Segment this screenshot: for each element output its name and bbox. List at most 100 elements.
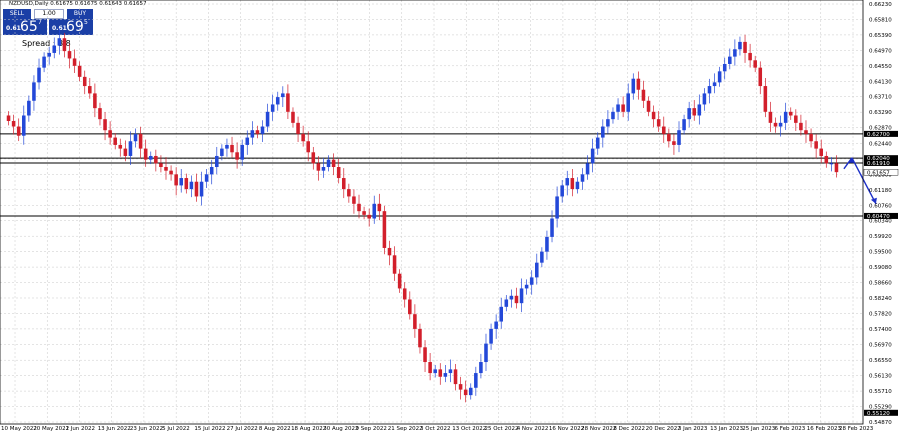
candle-body <box>311 152 316 164</box>
candle-body <box>692 108 697 116</box>
price-tick-label: 0.55710 <box>869 389 892 395</box>
candle-body <box>687 108 691 120</box>
candle-body <box>16 126 21 136</box>
candle-body <box>32 82 36 101</box>
candle-body <box>733 49 737 57</box>
level-price-label: 0.62700 <box>867 132 890 138</box>
candle-body <box>794 115 798 123</box>
candle-body <box>463 389 468 396</box>
candle-body <box>189 181 194 190</box>
candle-body <box>646 100 651 112</box>
level-price-tag <box>864 159 898 166</box>
price-tick-label: 0.63710 <box>869 95 892 101</box>
candle-body <box>580 174 585 182</box>
candle-body <box>783 111 788 123</box>
candle-body <box>21 115 26 136</box>
candle-body <box>499 306 504 322</box>
plot-border <box>0 0 864 425</box>
price-tick-label: 0.59080 <box>869 265 892 271</box>
candle-body <box>433 369 437 374</box>
price-tick-label: 0.60340 <box>869 219 892 225</box>
lot-size-input[interactable]: 1.00 <box>34 9 64 19</box>
candle-body <box>601 126 605 138</box>
candle-body <box>245 137 250 145</box>
candle-body <box>362 211 366 215</box>
support-resistance-levels <box>0 133 863 217</box>
price-tick-label: 0.56970 <box>869 343 892 349</box>
candle-body <box>352 196 356 204</box>
sell-button[interactable]: SELL <box>3 9 31 19</box>
candle-body <box>93 93 97 109</box>
candle-body <box>743 41 747 53</box>
candle-body <box>341 178 346 190</box>
candles <box>6 28 839 403</box>
candle-body <box>255 130 260 134</box>
buy-button[interactable]: BUY <box>67 9 93 19</box>
date-tick-label: 25 Jan 2023 <box>742 426 775 432</box>
candle-body <box>702 93 707 105</box>
candle-body <box>489 328 493 344</box>
candle-body <box>595 137 600 149</box>
price-tick-label: 0.63290 <box>869 110 892 116</box>
price-tick-label: 0.56130 <box>869 374 892 380</box>
candle-body <box>626 93 630 112</box>
candle-body <box>250 130 255 138</box>
candle-body <box>824 155 829 164</box>
candle-body <box>372 203 377 219</box>
candle-body <box>82 76 87 87</box>
candle-body <box>204 174 209 182</box>
level-price-tag <box>864 155 898 162</box>
candle-body <box>758 67 763 87</box>
candle-body <box>321 167 326 171</box>
candle-body <box>661 126 666 134</box>
bottom-price-label: 0.55120 <box>867 411 890 417</box>
candle-body <box>225 144 229 149</box>
price-tick-label: 0.57400 <box>869 327 892 333</box>
candle-body <box>397 273 402 289</box>
date-tick-label: 4 Nov 2022 <box>517 426 549 432</box>
candle-body <box>753 60 757 68</box>
price-tick-label: 0.58240 <box>869 296 892 302</box>
candle-body <box>42 56 46 68</box>
price-tick-label: 0.64130 <box>869 79 892 85</box>
price-tick-label: 0.57820 <box>869 311 892 317</box>
candle-body <box>47 52 51 57</box>
candle-body <box>590 148 595 164</box>
price-tick-label: 0.61180 <box>869 188 892 194</box>
candle-body <box>128 141 133 156</box>
candle-body <box>402 288 407 300</box>
arrow-down-head <box>870 197 877 204</box>
candle-body <box>585 163 590 175</box>
candle-body <box>387 247 392 256</box>
candle-body <box>413 314 417 329</box>
date-tick-label: 13 Jun 2022 <box>98 426 131 432</box>
candle-body <box>443 373 448 377</box>
bottom-price-tag <box>864 409 898 416</box>
candle-body <box>763 86 768 112</box>
price-tick-label: 0.59500 <box>869 250 892 256</box>
date-tick-label: 8 Aug 2022 <box>259 426 291 432</box>
candle-body <box>215 155 219 168</box>
candle-body <box>265 111 270 127</box>
level-price-tag <box>864 212 898 219</box>
candle-body <box>509 295 514 300</box>
candle-body <box>529 277 534 285</box>
date-tick-label: 30 Aug 2022 <box>323 426 358 432</box>
level-price-label: 0.62040 <box>867 156 890 162</box>
candle-body <box>382 211 387 248</box>
sell-price-box[interactable]: 0.61 65 7 <box>3 19 47 35</box>
candle-body <box>575 181 580 190</box>
candle-body <box>656 119 661 127</box>
candle-body <box>423 347 427 363</box>
candle-body <box>377 203 382 212</box>
date-tick-label: 9 Sep 2022 <box>356 426 387 432</box>
date-tick-label: 23 Jun 2022 <box>130 426 163 432</box>
candle-body <box>118 144 123 149</box>
sell-price-sup: 7 <box>38 19 42 26</box>
candle-body <box>138 133 143 149</box>
price-tick-label: 0.58660 <box>869 281 892 287</box>
candle-body <box>331 159 336 168</box>
candle-body <box>677 130 681 145</box>
